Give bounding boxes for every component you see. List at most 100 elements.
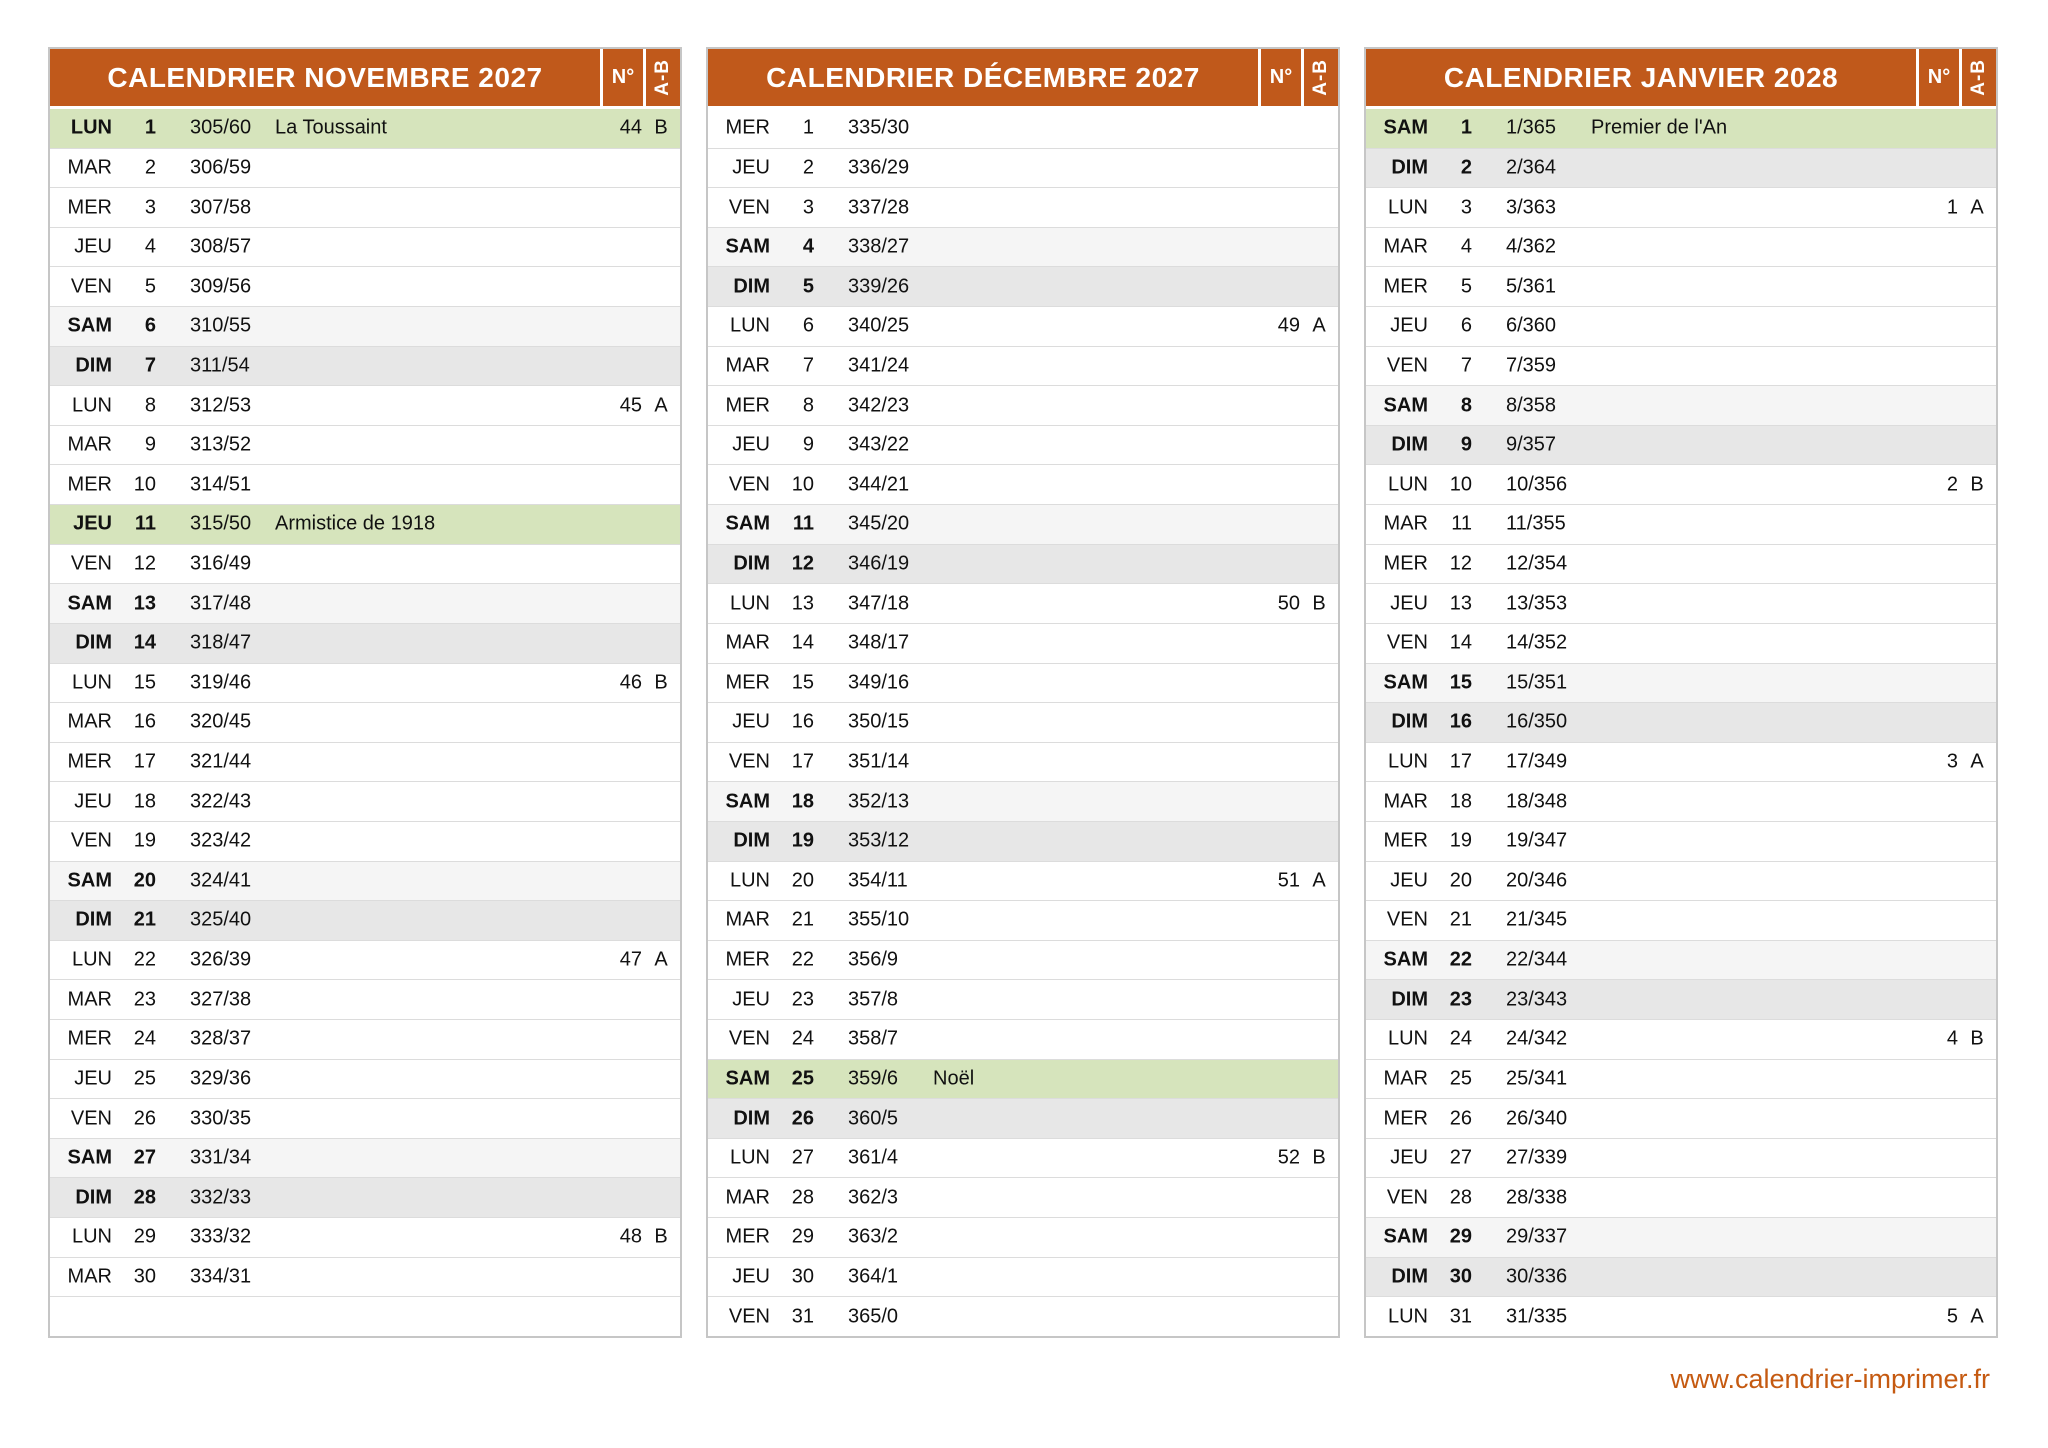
calendar-row-sam-20: SAM 20 324/41 [50, 860, 680, 901]
calendar-row-sam-13: SAM 13 317/48 [50, 583, 680, 623]
calendar-row-sam-11: SAM 11 345/20 [708, 504, 1338, 544]
calendar-row-mar-7: MAR 7 341/24 [708, 345, 1338, 386]
day-of-year: 5/361 [1506, 275, 1557, 298]
day-of-year: 15/351 [1506, 671, 1568, 694]
day-of-year: 322/43 [190, 790, 252, 813]
day-of-year: 21/345 [1506, 908, 1568, 931]
day-abbrev: DIM [1391, 433, 1428, 456]
day-number: 17 [1449, 750, 1472, 773]
day-number: 25 [133, 1067, 156, 1090]
day-number: 20 [791, 869, 814, 892]
day-number: 30 [133, 1265, 156, 1288]
calendar-row-dim-28: DIM 28 332/33 [50, 1177, 680, 1218]
day-of-year: 359/6 [848, 1067, 899, 1090]
day-number: 3 [1460, 196, 1472, 219]
calendar-row-mar-11: MAR 11 11/355 [1366, 504, 1996, 544]
calendar-header: CALENDRIER NOVEMBRE 2027 N° A-B [50, 49, 680, 109]
day-of-year: 345/20 [848, 512, 910, 535]
calendar-row-dim-7: DIM 7 311/54 [50, 345, 680, 386]
calendar-row-lun-6: LUN 6 340/25 49 A [708, 306, 1338, 346]
calendar-row-mer-5: MER 5 5/361 [1366, 266, 1996, 307]
day-number: 21 [133, 908, 156, 931]
day-abbrev: MER [67, 196, 112, 219]
calendar-row-jeu-20: JEU 20 20/346 [1366, 860, 1996, 901]
day-abbrev: MAR [67, 433, 112, 456]
day-number: 12 [791, 552, 814, 575]
day-of-year: 364/1 [848, 1265, 899, 1288]
calendar-row-mar-21: MAR 21 355/10 [708, 900, 1338, 940]
day-abbrev: SAM [725, 235, 770, 258]
calendar-header: CALENDRIER JANVIER 2028 N° A-B [1366, 49, 1996, 109]
calendar-row-mar-9: MAR 9 313/52 [50, 424, 680, 465]
calendar-row-sam-25: SAM 25 359/6 Noël [708, 1058, 1338, 1099]
calendar-row-dim-14: DIM 14 318/47 [50, 622, 680, 663]
day-abbrev: LUN [1387, 196, 1428, 219]
day-abbrev: MAR [67, 988, 112, 1011]
day-abbrev: MAR [1383, 790, 1428, 813]
day-number: 9 [144, 433, 156, 456]
day-of-year: 9/357 [1506, 433, 1557, 456]
day-of-year: 305/60 [190, 116, 252, 139]
ab-letter: A [1970, 196, 1984, 219]
week-number: 46 [619, 671, 642, 694]
day-number: 5 [802, 275, 814, 298]
day-abbrev: JEU [732, 710, 770, 733]
day-abbrev: VEN [728, 1027, 770, 1050]
ab-letter: B [1970, 473, 1984, 496]
day-of-year: 19/347 [1506, 829, 1568, 852]
day-number: 18 [133, 790, 156, 813]
day-of-year: 363/2 [848, 1225, 899, 1248]
calendar-row-dim-23: DIM 23 23/343 [1366, 979, 1996, 1020]
calendar-row-lun-29: LUN 29 333/32 48 B [50, 1217, 680, 1257]
week-number: 4 [1946, 1027, 1958, 1050]
day-abbrev: JEU [74, 790, 112, 813]
calendar-row-lun-24: LUN 24 24/342 4 B [1366, 1019, 1996, 1059]
day-of-year: 1/365 [1506, 116, 1557, 139]
day-number: 10 [791, 473, 814, 496]
day-abbrev: JEU [1390, 869, 1428, 892]
day-abbrev: JEU [74, 235, 112, 258]
day-number: 4 [802, 235, 814, 258]
calendar-row-ven-28: VEN 28 28/338 [1366, 1177, 1996, 1218]
calendar-row-ven-17: VEN 17 351/14 [708, 741, 1338, 782]
day-number: 14 [791, 631, 814, 654]
day-number: 11 [134, 512, 156, 535]
day-abbrev: SAM [725, 512, 770, 535]
day-abbrev: LUN [729, 314, 770, 337]
calendar-row-ven-31: VEN 31 365/0 [708, 1296, 1338, 1336]
day-of-year: 11/355 [1506, 512, 1566, 535]
ab-column-header-label: A-B [1968, 59, 1989, 96]
calendar-row-sam-15: SAM 15 15/351 [1366, 662, 1996, 703]
day-of-year: 13/353 [1506, 592, 1568, 615]
day-of-year: 28/338 [1506, 1186, 1568, 1209]
day-number: 3 [144, 196, 156, 219]
week-number: 51 [1277, 869, 1300, 892]
day-number: 3 [802, 196, 814, 219]
day-of-year: 358/7 [848, 1027, 899, 1050]
day-abbrev: DIM [1391, 156, 1428, 179]
website-link[interactable]: www.calendrier-imprimer.fr [1670, 1364, 1990, 1394]
calendar-row-ven-12: VEN 12 316/49 [50, 543, 680, 584]
day-abbrev: SAM [1383, 1225, 1428, 1248]
ab-column-header-label: A-B [652, 59, 673, 96]
day-of-year: 317/48 [190, 592, 252, 615]
week-number: 3 [1946, 750, 1958, 773]
day-abbrev: DIM [733, 829, 770, 852]
day-number: 25 [791, 1067, 814, 1090]
day-number: 10 [133, 473, 156, 496]
day-abbrev: MER [725, 671, 770, 694]
calendar-row-lun-22: LUN 22 326/39 47 A [50, 939, 680, 980]
day-of-year: 313/52 [190, 433, 252, 456]
day-number: 8 [802, 394, 814, 417]
day-abbrev: LUN [71, 948, 112, 971]
day-number: 28 [791, 1186, 814, 1209]
day-number: 28 [1449, 1186, 1472, 1209]
day-abbrev: MAR [67, 1265, 112, 1288]
calendar-row-mar-23: MAR 23 327/38 [50, 979, 680, 1020]
day-abbrev: MER [1383, 1107, 1428, 1130]
day-of-year: 350/15 [848, 710, 910, 733]
day-of-year: 352/13 [848, 790, 910, 813]
day-number: 11 [1451, 512, 1472, 535]
day-of-year: 23/343 [1506, 988, 1568, 1011]
day-number: 14 [1449, 631, 1472, 654]
